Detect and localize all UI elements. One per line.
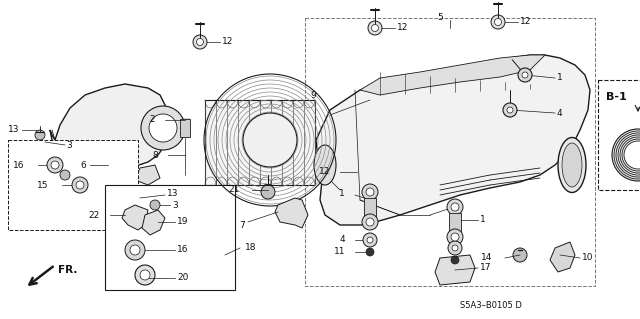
Circle shape <box>47 157 63 173</box>
Circle shape <box>76 181 84 189</box>
Text: 15: 15 <box>36 181 48 189</box>
Circle shape <box>491 15 505 29</box>
Circle shape <box>243 113 297 167</box>
Bar <box>205 100 315 185</box>
Circle shape <box>612 129 640 181</box>
Circle shape <box>150 200 160 210</box>
Text: 9: 9 <box>310 91 316 100</box>
Polygon shape <box>275 198 308 228</box>
Text: 10: 10 <box>582 253 593 262</box>
Polygon shape <box>122 205 148 230</box>
Circle shape <box>366 248 374 256</box>
Bar <box>364 198 376 218</box>
Circle shape <box>193 35 207 49</box>
Text: 13: 13 <box>167 189 179 198</box>
Text: 17: 17 <box>480 263 492 271</box>
Text: 12: 12 <box>319 167 330 176</box>
Bar <box>305 18 595 286</box>
Text: 4: 4 <box>339 235 345 244</box>
Text: FR.: FR. <box>58 265 77 275</box>
Bar <box>449 213 461 233</box>
Polygon shape <box>435 255 475 285</box>
Circle shape <box>451 233 459 241</box>
Circle shape <box>362 184 378 200</box>
Circle shape <box>51 161 59 169</box>
Circle shape <box>448 241 462 255</box>
Circle shape <box>130 245 140 255</box>
Ellipse shape <box>562 143 582 187</box>
Circle shape <box>507 107 513 113</box>
Bar <box>105 185 235 290</box>
Text: 13: 13 <box>8 125 19 135</box>
Polygon shape <box>316 55 590 225</box>
Circle shape <box>363 233 377 247</box>
Circle shape <box>451 256 459 264</box>
Text: 18: 18 <box>245 243 257 253</box>
Circle shape <box>72 177 88 193</box>
Text: 11: 11 <box>333 248 345 256</box>
Circle shape <box>518 68 532 82</box>
Text: 5: 5 <box>437 13 443 23</box>
Polygon shape <box>50 84 168 170</box>
Text: 12: 12 <box>222 38 234 47</box>
Circle shape <box>513 248 527 262</box>
Circle shape <box>140 270 150 280</box>
Circle shape <box>447 199 463 215</box>
Circle shape <box>367 237 373 243</box>
Polygon shape <box>142 210 165 235</box>
Circle shape <box>362 214 378 230</box>
Circle shape <box>366 188 374 196</box>
Circle shape <box>60 170 70 180</box>
Text: 1: 1 <box>480 216 486 225</box>
Circle shape <box>447 229 463 245</box>
Polygon shape <box>550 242 575 272</box>
Text: 12: 12 <box>397 24 408 33</box>
Text: 21: 21 <box>228 186 240 195</box>
Text: S5A3–B0105 D: S5A3–B0105 D <box>460 300 522 309</box>
Circle shape <box>451 203 459 211</box>
Bar <box>8 140 138 230</box>
Circle shape <box>371 25 378 32</box>
Circle shape <box>624 141 640 169</box>
Circle shape <box>261 185 275 199</box>
Circle shape <box>149 114 177 142</box>
Ellipse shape <box>314 145 336 185</box>
Circle shape <box>135 265 155 285</box>
Circle shape <box>522 72 528 78</box>
Polygon shape <box>135 165 160 185</box>
Text: 12: 12 <box>520 18 531 26</box>
Text: 7: 7 <box>239 220 245 229</box>
Ellipse shape <box>558 137 586 192</box>
Text: 2: 2 <box>149 115 155 124</box>
Text: 22: 22 <box>89 211 100 219</box>
Circle shape <box>503 103 517 117</box>
Text: 6: 6 <box>80 160 86 169</box>
Text: 1: 1 <box>339 189 345 197</box>
Text: B-1: B-1 <box>605 92 627 102</box>
Circle shape <box>368 21 382 35</box>
Circle shape <box>125 240 145 260</box>
Text: 1: 1 <box>557 73 563 83</box>
Circle shape <box>495 19 502 26</box>
Circle shape <box>35 130 45 140</box>
Bar <box>598 80 640 190</box>
Text: 20: 20 <box>177 273 188 283</box>
Text: 3: 3 <box>66 140 72 150</box>
Text: 19: 19 <box>177 218 189 226</box>
Circle shape <box>452 245 458 251</box>
Circle shape <box>366 218 374 226</box>
Polygon shape <box>360 55 545 95</box>
Text: 14: 14 <box>481 254 492 263</box>
Circle shape <box>141 106 185 150</box>
Circle shape <box>196 39 204 46</box>
Text: 8: 8 <box>152 151 158 160</box>
Text: 3: 3 <box>172 201 178 210</box>
Text: 4: 4 <box>557 108 563 117</box>
Bar <box>180 119 190 137</box>
Text: 16: 16 <box>177 246 189 255</box>
Text: 16: 16 <box>13 160 24 169</box>
